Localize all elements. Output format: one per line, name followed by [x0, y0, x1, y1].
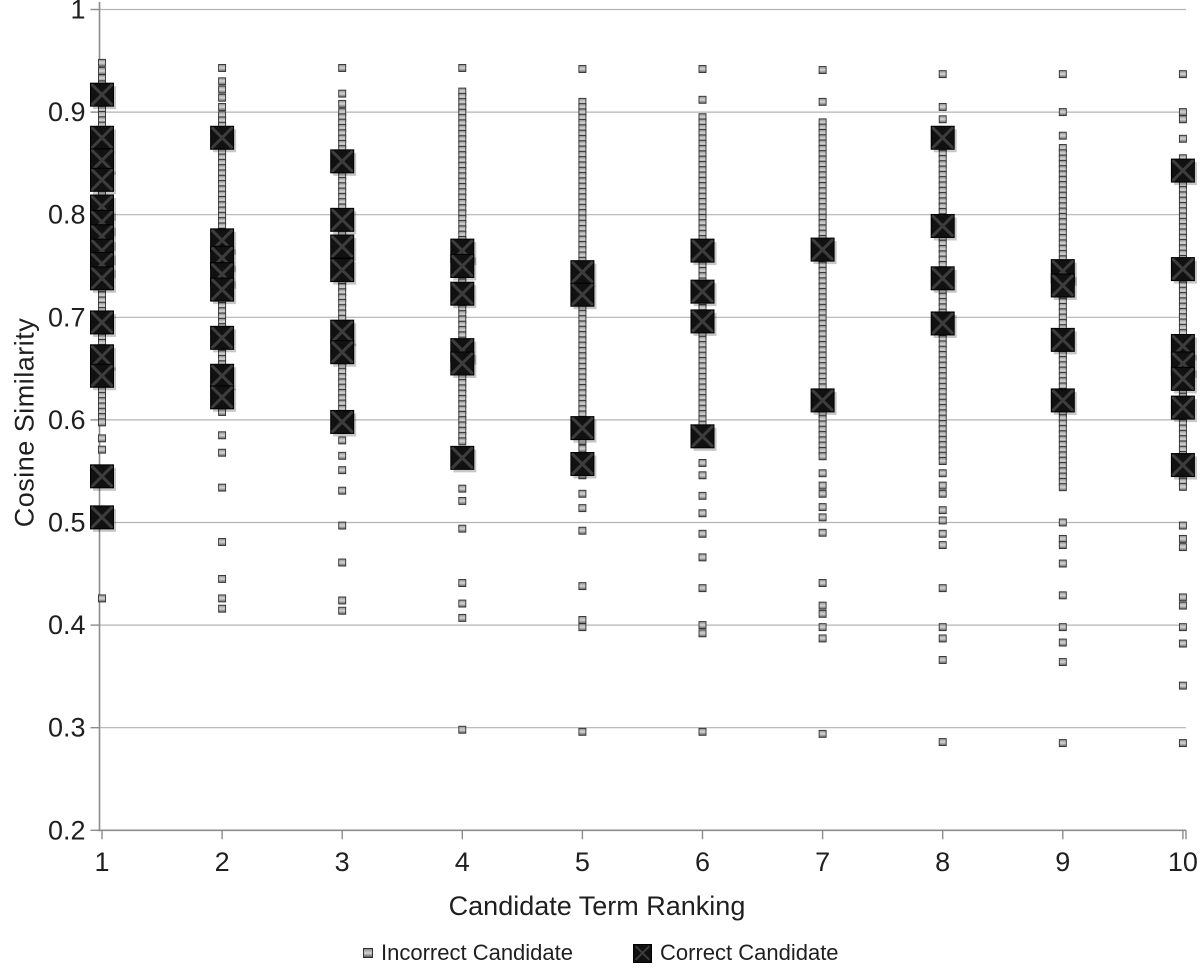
- x-axis-title: Candidate Term Ranking: [448, 891, 746, 921]
- svg-text:6: 6: [695, 847, 710, 877]
- y-axis-title: Cosine Similarity: [9, 317, 40, 528]
- svg-text:0.7: 0.7: [48, 302, 86, 332]
- legend: Incorrect Candidate Correct Candidate: [0, 938, 1200, 968]
- svg-text:0.4: 0.4: [48, 610, 86, 640]
- svg-text:0.5: 0.5: [48, 508, 86, 538]
- incorrect-candidate-marker-icon: [363, 948, 373, 958]
- svg-text:4: 4: [455, 847, 470, 877]
- svg-text:8: 8: [935, 847, 950, 877]
- svg-text:0.2: 0.2: [48, 815, 86, 845]
- svg-text:10: 10: [1168, 847, 1198, 877]
- svg-text:0.9: 0.9: [48, 97, 86, 127]
- svg-text:0.3: 0.3: [48, 713, 86, 743]
- svg-text:0.6: 0.6: [48, 405, 86, 435]
- legend-label-incorrect: Incorrect Candidate: [381, 940, 573, 965]
- svg-text:1: 1: [94, 847, 109, 877]
- svg-text:5: 5: [575, 847, 590, 877]
- legend-item-incorrect: Incorrect Candidate: [363, 938, 573, 968]
- svg-text:1: 1: [70, 0, 85, 25]
- svg-text:0.8: 0.8: [48, 200, 86, 230]
- svg-text:2: 2: [215, 847, 230, 877]
- svg-text:3: 3: [335, 847, 350, 877]
- svg-text:7: 7: [815, 847, 830, 877]
- legend-label-correct: Correct Candidate: [660, 940, 839, 965]
- svg-text:9: 9: [1055, 847, 1070, 877]
- legend-item-correct: Correct Candidate: [633, 938, 839, 968]
- correct-candidate-marker-icon: [633, 943, 652, 963]
